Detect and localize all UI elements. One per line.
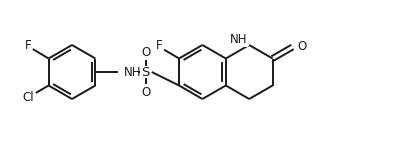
Text: O: O [141, 45, 150, 58]
Text: NH: NH [124, 65, 141, 79]
Text: S: S [141, 65, 150, 79]
Text: F: F [156, 39, 162, 52]
Text: O: O [297, 39, 307, 52]
Text: F: F [24, 38, 31, 51]
Text: NH: NH [230, 33, 247, 46]
Text: Cl: Cl [22, 92, 34, 105]
Text: O: O [141, 86, 150, 99]
Text: NH: NH [231, 32, 248, 45]
